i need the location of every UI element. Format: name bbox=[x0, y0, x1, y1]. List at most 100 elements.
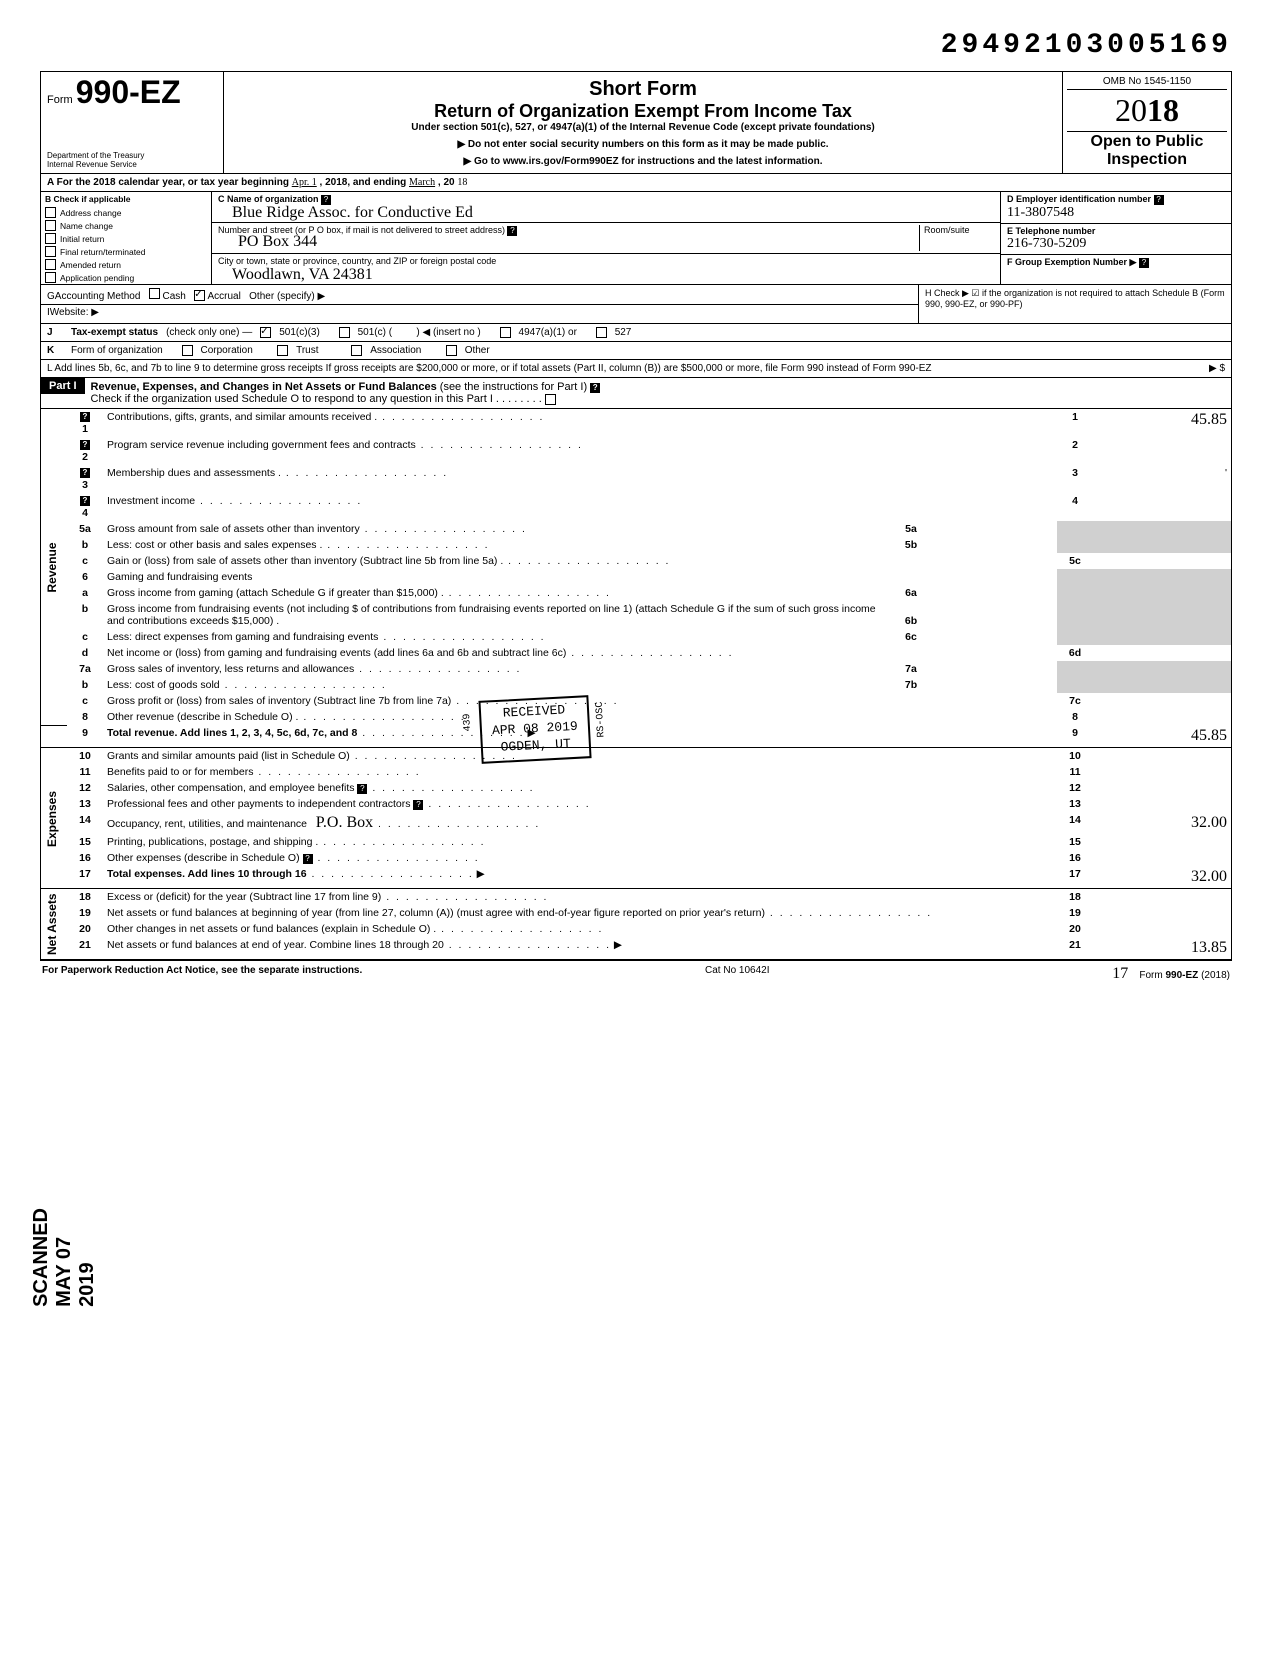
phone-label: E Telephone number bbox=[1007, 226, 1095, 236]
check-label: Final return/terminated bbox=[60, 247, 146, 257]
footer-page-hand: 17 bbox=[1112, 965, 1128, 982]
line-7b-desc: Less: cost of goods sold bbox=[107, 679, 220, 691]
checkbox-corp[interactable] bbox=[182, 345, 193, 356]
line-21-val: 13.85 bbox=[1191, 939, 1227, 956]
line-6a-sn: 6a bbox=[883, 585, 939, 601]
line-17-num: 17 bbox=[67, 866, 103, 889]
line-5a-num: 5a bbox=[67, 521, 103, 537]
line-3-rn: 3 bbox=[1057, 465, 1093, 493]
opt-527: 527 bbox=[615, 327, 632, 338]
footer-left: For Paperwork Reduction Act Notice, see … bbox=[42, 965, 362, 983]
scanned-stamp: SCANNED MAY 07 2019 bbox=[30, 1208, 99, 1307]
check-amended-return[interactable]: Amended return bbox=[41, 258, 211, 271]
line-6d-val bbox=[1093, 645, 1232, 661]
line-1-num: 1 bbox=[82, 423, 88, 435]
part-1-title: Revenue, Expenses, and Changes in Net As… bbox=[91, 381, 440, 393]
line-2-val bbox=[1093, 437, 1232, 465]
line-19-num: 19 bbox=[67, 905, 103, 921]
line-20-val bbox=[1093, 921, 1232, 937]
line-5a-desc: Gross amount from sale of assets other t… bbox=[107, 523, 360, 535]
checkbox-cash[interactable] bbox=[149, 288, 160, 299]
row-a-label: A For the 2018 calendar year, or tax yea… bbox=[47, 177, 289, 188]
line-7b-num: b bbox=[67, 677, 103, 693]
main-table-wrap: SCANNED MAY 07 2019 Revenue ?1 Contribut… bbox=[40, 408, 1232, 960]
column-c: C Name of organization ? Blue Ridge Asso… bbox=[212, 192, 1001, 284]
footer: For Paperwork Reduction Act Notice, see … bbox=[40, 960, 1232, 987]
check-label: Application pending bbox=[60, 273, 134, 283]
checkbox-icon bbox=[45, 233, 56, 244]
row-l: L Add lines 5b, 6c, and 7b to line 9 to … bbox=[40, 359, 1232, 377]
info-grid: B Check if applicable Address change Nam… bbox=[40, 191, 1232, 284]
dept-line-1: Department of the Treasury bbox=[47, 151, 217, 160]
check-label: Address change bbox=[60, 208, 121, 218]
shaded-cell bbox=[1057, 521, 1093, 553]
check-initial-return[interactable]: Initial return bbox=[41, 232, 211, 245]
form-header: Form 990-EZ Department of the Treasury I… bbox=[40, 71, 1232, 173]
phone-value: 216-730-5209 bbox=[1007, 236, 1086, 251]
line-6-num: 6 bbox=[67, 569, 103, 585]
group-exempt-label: F Group Exemption Number ▶ bbox=[1007, 257, 1136, 267]
line-6d-desc: Net income or (loss) from gaming and fun… bbox=[107, 647, 566, 659]
row-l-text: L Add lines 5b, 6c, and 7b to line 9 to … bbox=[47, 363, 932, 374]
org-name-label: C Name of organization bbox=[218, 194, 319, 204]
line-21-rn: 21 bbox=[1057, 937, 1093, 960]
line-14-val: 32.00 bbox=[1191, 814, 1227, 831]
checkbox-501c3[interactable] bbox=[260, 327, 271, 338]
checkbox-527[interactable] bbox=[596, 327, 607, 338]
line-12-desc: Salaries, other compensation, and employ… bbox=[107, 782, 354, 794]
line-6c-desc: Less: direct expenses from gaming and fu… bbox=[107, 631, 378, 643]
line-7c-rn: 7c bbox=[1057, 693, 1093, 709]
title-main: Short Form bbox=[234, 78, 1052, 101]
line-5b-sn: 5b bbox=[883, 537, 939, 553]
check-final-return[interactable]: Final return/terminated bbox=[41, 245, 211, 258]
line-20-rn: 20 bbox=[1057, 921, 1093, 937]
line-8-num: 8 bbox=[67, 709, 103, 725]
footer-cat-no: Cat No 10642I bbox=[705, 965, 770, 983]
help-icon: ? bbox=[1154, 195, 1164, 205]
checkbox-accrual[interactable] bbox=[194, 290, 205, 301]
line-9-desc: Total revenue. Add lines 1, 2, 3, 4, 5c,… bbox=[107, 727, 357, 739]
checkbox-501c[interactable] bbox=[339, 327, 350, 338]
line-15-val bbox=[1093, 834, 1232, 850]
line-7b-sv bbox=[939, 677, 1057, 693]
city-value: Woodlawn, VA 24381 bbox=[232, 266, 373, 284]
line-6d-num: d bbox=[67, 645, 103, 661]
line-16-rn: 16 bbox=[1057, 850, 1093, 866]
line-14-hand: P.O. Box bbox=[316, 814, 373, 831]
line-5c-num: c bbox=[67, 553, 103, 569]
check-label: Amended return bbox=[60, 260, 121, 270]
checkbox-other[interactable] bbox=[446, 345, 457, 356]
check-address-change[interactable]: Address change bbox=[41, 206, 211, 219]
row-a-calendar-year: A For the 2018 calendar year, or tax yea… bbox=[40, 173, 1232, 191]
omb-number: OMB No 1545-1150 bbox=[1067, 76, 1227, 90]
check-name-change[interactable]: Name change bbox=[41, 219, 211, 232]
checkbox-assoc[interactable] bbox=[351, 345, 362, 356]
header-right: OMB No 1545-1150 2018 Open to Public Ins… bbox=[1063, 72, 1231, 173]
line-6c-sv bbox=[939, 629, 1057, 645]
line-5a-sn: 5a bbox=[883, 521, 939, 537]
line-19-val bbox=[1093, 905, 1232, 921]
line-14-num: 14 bbox=[67, 812, 103, 834]
website-label: Website: ▶ bbox=[50, 307, 99, 318]
line-14-rn: 14 bbox=[1057, 812, 1093, 834]
form-number: 990-EZ bbox=[76, 74, 181, 110]
check-application-pending[interactable]: Application pending bbox=[41, 271, 211, 284]
line-19-rn: 19 bbox=[1057, 905, 1093, 921]
line-6b-num: b bbox=[67, 601, 103, 629]
ein-label: D Employer identification number bbox=[1007, 194, 1151, 204]
checkbox-4947[interactable] bbox=[500, 327, 511, 338]
line-4-val bbox=[1093, 493, 1232, 521]
checkbox-schedule-o[interactable] bbox=[545, 394, 556, 405]
help-icon: ? bbox=[303, 854, 313, 864]
column-def: D Employer identification number ? 11-38… bbox=[1001, 192, 1231, 284]
help-icon: ? bbox=[507, 226, 517, 236]
line-8-val bbox=[1093, 709, 1232, 725]
line-5a-sv bbox=[939, 521, 1057, 537]
line-5b-sv bbox=[939, 537, 1057, 553]
line-6a-sv bbox=[939, 585, 1057, 601]
accrual-label: Accrual bbox=[207, 291, 240, 302]
checkbox-trust[interactable] bbox=[277, 345, 288, 356]
shaded-cell bbox=[1093, 569, 1232, 645]
line-6d-rn: 6d bbox=[1057, 645, 1093, 661]
title-under: Under section 501(c), 527, or 4947(a)(1)… bbox=[234, 122, 1052, 133]
